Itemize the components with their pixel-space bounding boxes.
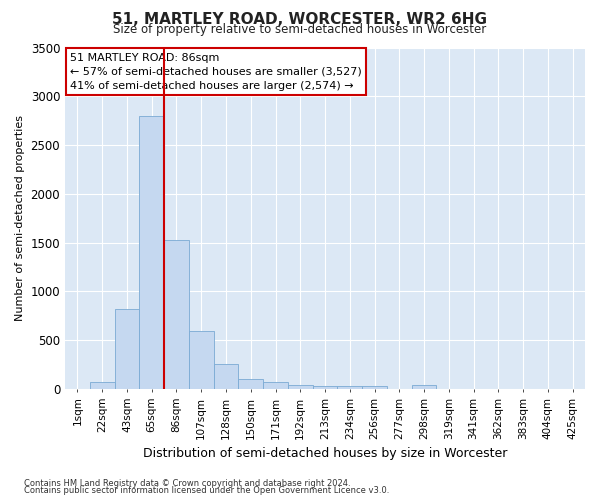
Bar <box>313 386 337 389</box>
Bar <box>263 382 288 389</box>
Bar <box>139 116 164 389</box>
Bar <box>214 364 238 389</box>
Bar <box>115 309 139 389</box>
Bar <box>238 378 263 389</box>
Bar <box>412 386 436 389</box>
X-axis label: Distribution of semi-detached houses by size in Worcester: Distribution of semi-detached houses by … <box>143 447 507 460</box>
Bar <box>189 332 214 389</box>
Bar <box>337 386 362 389</box>
Text: Contains HM Land Registry data © Crown copyright and database right 2024.: Contains HM Land Registry data © Crown c… <box>24 478 350 488</box>
Text: 51, MARTLEY ROAD, WORCESTER, WR2 6HG: 51, MARTLEY ROAD, WORCESTER, WR2 6HG <box>113 12 487 28</box>
Y-axis label: Number of semi-detached properties: Number of semi-detached properties <box>15 115 25 321</box>
Bar <box>90 382 115 389</box>
Bar <box>288 385 313 389</box>
Bar <box>164 240 189 389</box>
Text: Size of property relative to semi-detached houses in Worcester: Size of property relative to semi-detach… <box>113 22 487 36</box>
Text: 51 MARTLEY ROAD: 86sqm
← 57% of semi-detached houses are smaller (3,527)
41% of : 51 MARTLEY ROAD: 86sqm ← 57% of semi-det… <box>70 52 362 90</box>
Text: Contains public sector information licensed under the Open Government Licence v3: Contains public sector information licen… <box>24 486 389 495</box>
Bar <box>362 386 387 389</box>
